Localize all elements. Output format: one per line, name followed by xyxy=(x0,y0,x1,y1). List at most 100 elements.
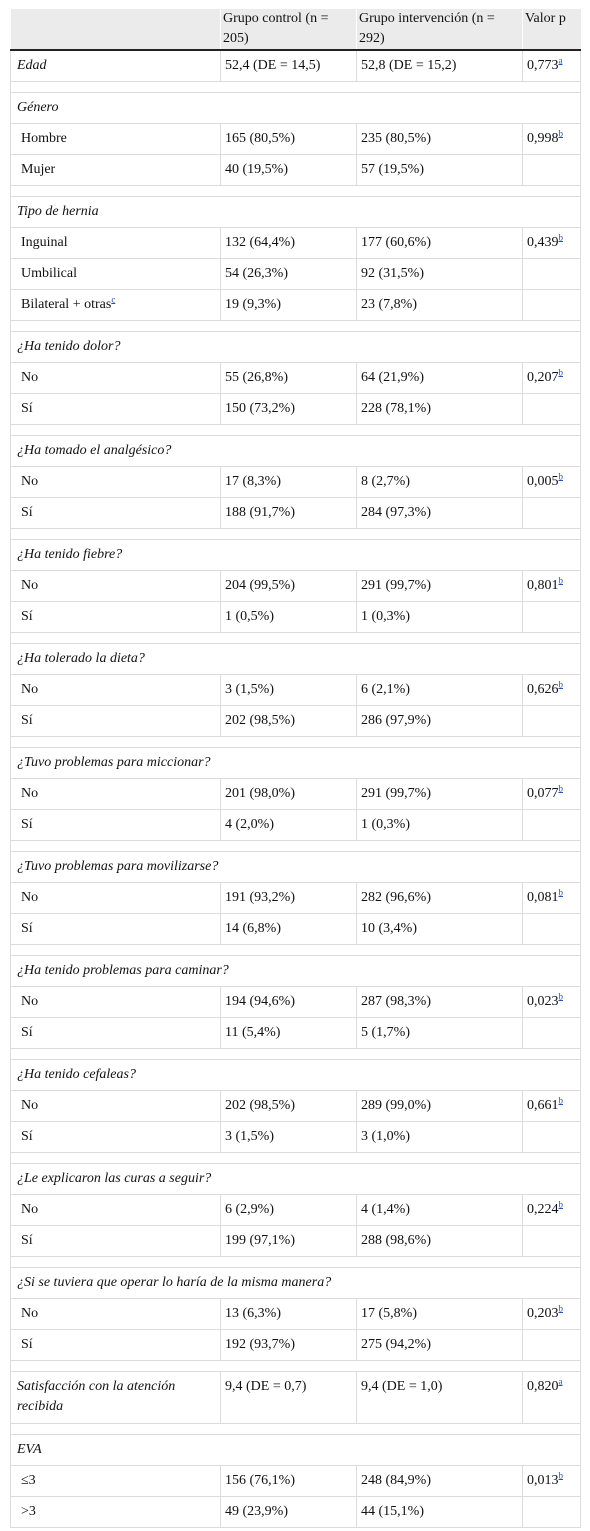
table-row: No 6 (2,9%) 4 (1,4%) 0,224b xyxy=(10,1194,581,1226)
pvalue-text: 0,998 xyxy=(527,131,559,146)
row-label-text: No xyxy=(21,1202,39,1217)
pvalue-text: 0,081 xyxy=(527,890,559,905)
intervention-cell: 23 (7,8%) xyxy=(356,289,523,321)
footnote-link[interactable]: b xyxy=(558,679,564,690)
intervention-cell: 10 (3,4%) xyxy=(356,913,523,945)
footnote-link[interactable]: b xyxy=(558,1095,564,1106)
row-label: No xyxy=(10,1090,221,1122)
table-row: No 13 (6,3%) 17 (5,8%) 0,203b xyxy=(10,1298,581,1330)
intervention-cell: 9,4 (DE = 1,0) xyxy=(356,1371,523,1424)
table-row: Sí 188 (91,7%) 284 (97,3%) xyxy=(10,497,581,529)
intervention-cell: 275 (94,2%) xyxy=(356,1329,523,1361)
control-cell: 4 (2,0%) xyxy=(220,809,357,841)
control-cell: 13 (6,3%) xyxy=(220,1298,357,1330)
row-label: Sí xyxy=(10,497,221,529)
pvalue-cell xyxy=(522,258,581,290)
section-title-row: Género xyxy=(10,92,581,124)
row-label: Sí xyxy=(10,705,221,737)
intervention-cell: 52,8 (DE = 15,2) xyxy=(356,49,523,82)
table-row: Mujer 40 (19,5%) 57 (19,5%) xyxy=(10,154,581,186)
footnote-link[interactable]: a xyxy=(558,55,563,66)
table-row: No 17 (8,3%) 8 (2,7%) 0,005b xyxy=(10,466,581,498)
table-row: Sí 11 (5,4%) 5 (1,7%) xyxy=(10,1017,581,1049)
pvalue-text: 0,661 xyxy=(527,1098,559,1113)
row-label: Mujer xyxy=(10,154,221,186)
pvalue-text: 0,626 xyxy=(527,682,559,697)
spacer-cell xyxy=(10,81,581,93)
table-row: No 194 (94,6%) 287 (98,3%) 0,023b xyxy=(10,986,581,1018)
row-label-text: No xyxy=(21,786,39,801)
footnote-link[interactable]: b xyxy=(558,887,564,898)
intervention-cell: 286 (97,9%) xyxy=(356,705,523,737)
intervention-cell: 1 (0,3%) xyxy=(356,809,523,841)
pvalue-cell xyxy=(522,809,581,841)
row-label: >3 xyxy=(10,1496,221,1528)
row-label-text: Sí xyxy=(21,609,33,624)
pvalue-cell: 0,023b xyxy=(522,986,581,1018)
spacer-cell xyxy=(10,1152,581,1164)
pvalue-cell xyxy=(522,289,581,321)
control-cell: 40 (19,5%) xyxy=(220,154,357,186)
row-label: No xyxy=(10,882,221,914)
row-label: Sí xyxy=(10,1017,221,1049)
control-cell: 11 (5,4%) xyxy=(220,1017,357,1049)
footnote-link[interactable]: b xyxy=(558,1303,564,1314)
pvalue-text: 0,077 xyxy=(527,786,559,801)
pvalue-text: 0,224 xyxy=(527,1202,559,1217)
pvalue-cell: 0,081b xyxy=(522,882,581,914)
pvalue-cell: 0,998b xyxy=(522,123,581,155)
section-title: ¿Le explicaron las curas a seguir? xyxy=(10,1163,581,1195)
footnote-link[interactable]: b xyxy=(558,128,564,139)
footnote-link[interactable]: b xyxy=(558,1470,564,1481)
spacer-cell xyxy=(10,632,581,644)
row-label-text: Umbilical xyxy=(21,266,77,281)
pvalue-cell: 0,013b xyxy=(522,1465,581,1497)
intervention-cell: 17 (5,8%) xyxy=(356,1298,523,1330)
footnote-link[interactable]: c xyxy=(111,294,116,305)
section-title-row: ¿Ha tolerado la dieta? xyxy=(10,643,581,675)
spacer-row xyxy=(10,944,581,956)
intervention-cell: 288 (98,6%) xyxy=(356,1225,523,1257)
intervention-cell: 291 (99,7%) xyxy=(356,778,523,810)
footnote-link[interactable]: b xyxy=(558,232,564,243)
section-title-row: ¿Le explicaron las curas a seguir? xyxy=(10,1163,581,1195)
table-row: Sí 1 (0,5%) 1 (0,3%) xyxy=(10,601,581,633)
control-cell: 14 (6,8%) xyxy=(220,913,357,945)
footnote-link[interactable]: b xyxy=(558,471,564,482)
row-label: ≤3 xyxy=(10,1465,221,1497)
spacer-cell xyxy=(10,736,581,748)
intervention-cell: 92 (31,5%) xyxy=(356,258,523,290)
row-label: Satisfacción con la atención recibida xyxy=(10,1371,221,1424)
intervention-cell: 5 (1,7%) xyxy=(356,1017,523,1049)
pvalue-cell xyxy=(522,913,581,945)
pvalue-text: 0,439 xyxy=(527,235,559,250)
control-cell: 55 (26,8%) xyxy=(220,362,357,394)
footnote-link[interactable]: b xyxy=(558,367,564,378)
row-label-text: No xyxy=(21,890,39,905)
table-row: No 55 (26,8%) 64 (21,9%) 0,207b xyxy=(10,362,581,394)
row-label: Hombre xyxy=(10,123,221,155)
section-title-row: ¿Ha tomado el analgésico? xyxy=(10,435,581,467)
row-label-text: Sí xyxy=(21,1233,33,1248)
section-title-row: ¿Ha tenido dolor? xyxy=(10,331,581,363)
footnote-link[interactable]: b xyxy=(558,991,564,1002)
row-label-text: No xyxy=(21,370,39,385)
spacer-row xyxy=(10,1048,581,1060)
pvalue-cell xyxy=(522,601,581,633)
footnote-link[interactable]: a xyxy=(558,1376,563,1387)
footnote-link[interactable]: b xyxy=(558,1199,564,1210)
row-label: Sí xyxy=(10,601,221,633)
row-label-text: Inguinal xyxy=(21,235,68,250)
row-label-text: No xyxy=(21,682,39,697)
footnote-link[interactable]: b xyxy=(558,783,564,794)
pvalue-cell xyxy=(522,1225,581,1257)
pvalue-text: 0,801 xyxy=(527,578,559,593)
header-pvalue: Valor p xyxy=(522,9,581,51)
section-title-row: EVA xyxy=(10,1434,581,1466)
pvalue-cell: 0,077b xyxy=(522,778,581,810)
table-header-row: Grupo control (n = 205) Grupo intervenci… xyxy=(10,9,581,51)
pvalue-text: 0,203 xyxy=(527,1306,559,1321)
footnote-link[interactable]: b xyxy=(558,575,564,586)
intervention-cell: 177 (60,6%) xyxy=(356,227,523,259)
table-row: ≤3 156 (76,1%) 248 (84,9%) 0,013b xyxy=(10,1465,581,1497)
